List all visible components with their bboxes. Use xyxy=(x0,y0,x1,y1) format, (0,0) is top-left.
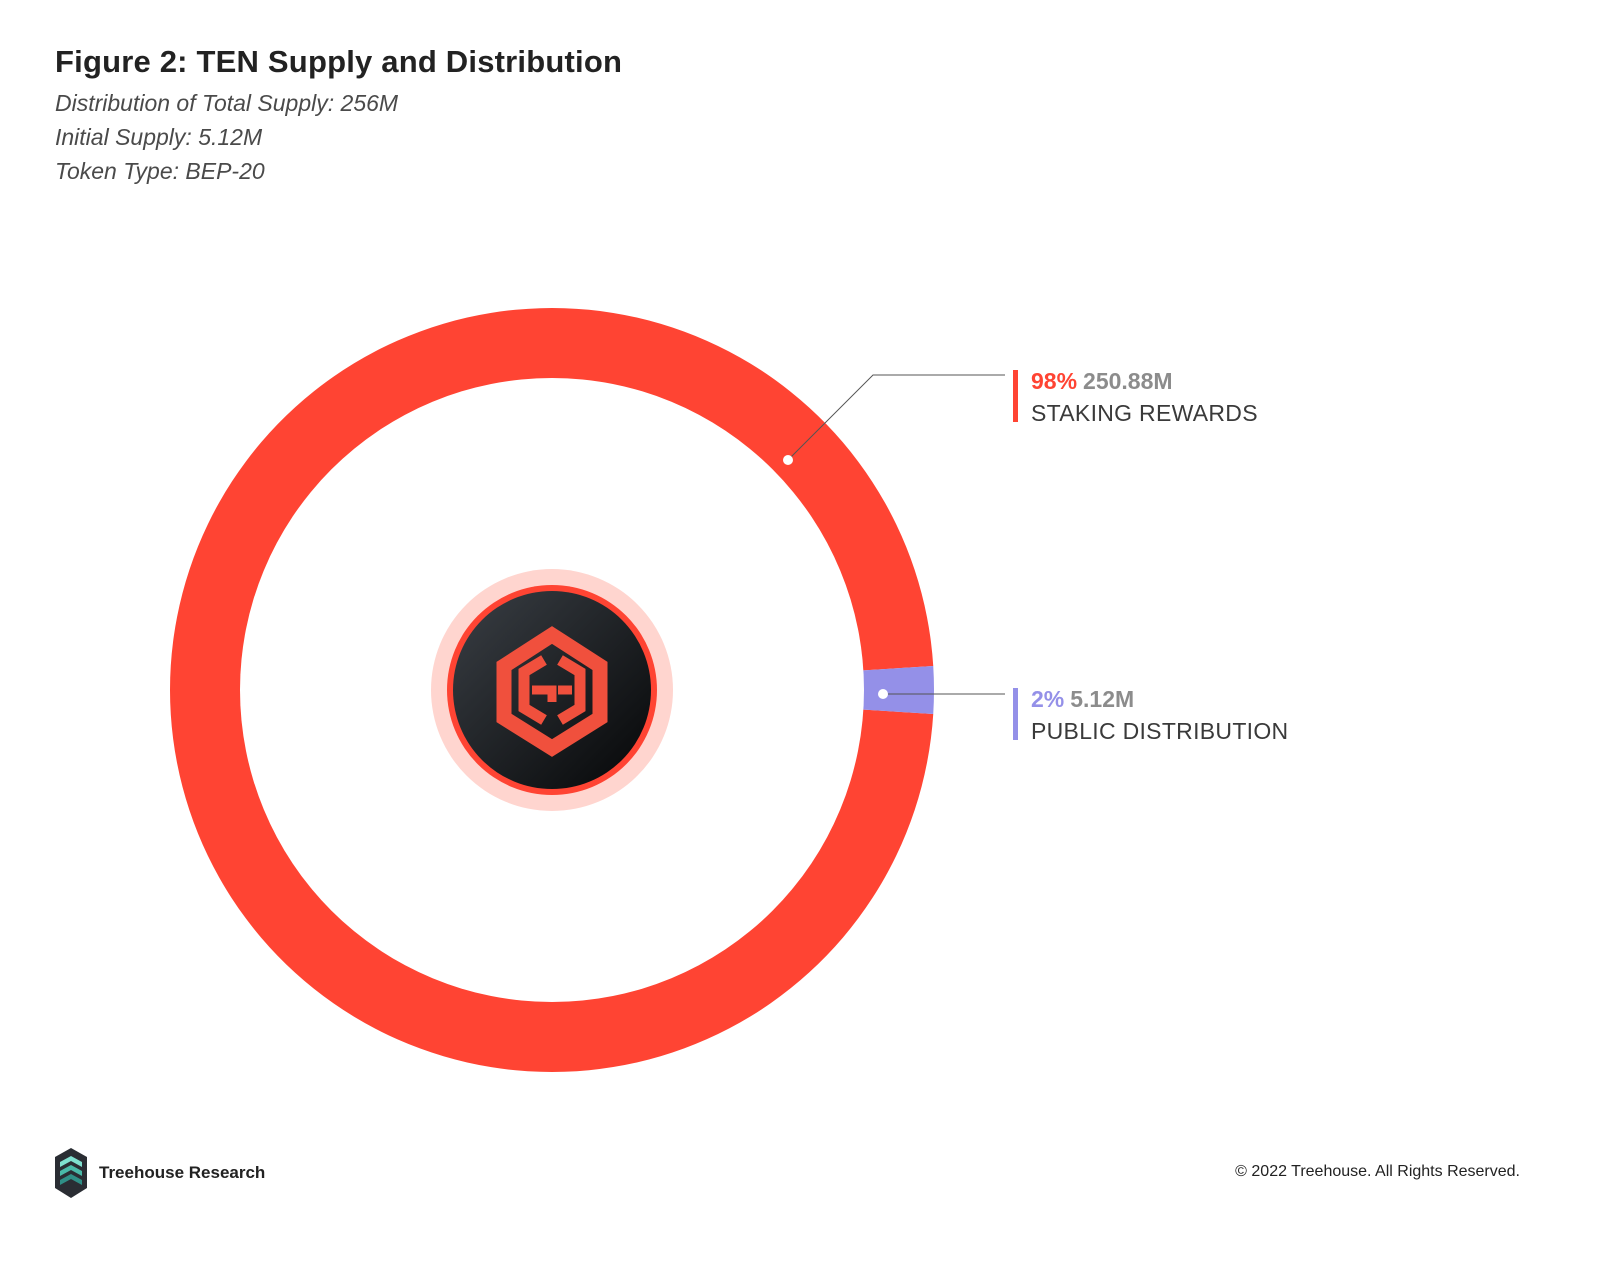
leader-dot-public-distribution xyxy=(878,689,888,699)
leader-dot-staking-rewards xyxy=(783,455,793,465)
leader-line-staking-rewards xyxy=(787,374,1005,461)
slice-amount: 5.12M xyxy=(1070,686,1135,712)
legend-color-bar xyxy=(1013,688,1018,740)
slice-name: PUBLIC DISTRIBUTION xyxy=(1031,718,1289,744)
treehouse-logo-icon xyxy=(55,1148,87,1198)
legend-color-bar xyxy=(1013,370,1018,422)
leader-lines xyxy=(783,374,1005,699)
slice-amount: 250.88M xyxy=(1083,368,1173,394)
legend-public-distribution: 2% 5.12M PUBLIC DISTRIBUTION xyxy=(1013,684,1288,748)
initial-supply-line: Initial Supply: 5.12M xyxy=(55,124,263,150)
copyright: © 2022 Treehouse. All Rights Reserved. xyxy=(1235,1163,1520,1180)
chart-title: Figure 2: TEN Supply and Distribution xyxy=(55,44,623,79)
chart-header: Figure 2: TEN Supply and Distribution Di… xyxy=(55,44,622,188)
total-supply-line: Distribution of Total Supply: 256M xyxy=(55,90,399,116)
ten-token-logo-icon xyxy=(447,585,657,795)
brand: Treehouse Research xyxy=(55,1148,265,1198)
token-type-line: Token Type: BEP-20 xyxy=(55,158,265,184)
legend-staking-rewards: 98% 250.88M STAKING REWARDS xyxy=(1013,366,1258,430)
slice-name: STAKING REWARDS xyxy=(1031,400,1258,426)
slice-percent: 2% xyxy=(1031,686,1065,712)
slice-percent: 98% xyxy=(1031,368,1078,394)
brand-name: Treehouse Research xyxy=(99,1163,266,1182)
